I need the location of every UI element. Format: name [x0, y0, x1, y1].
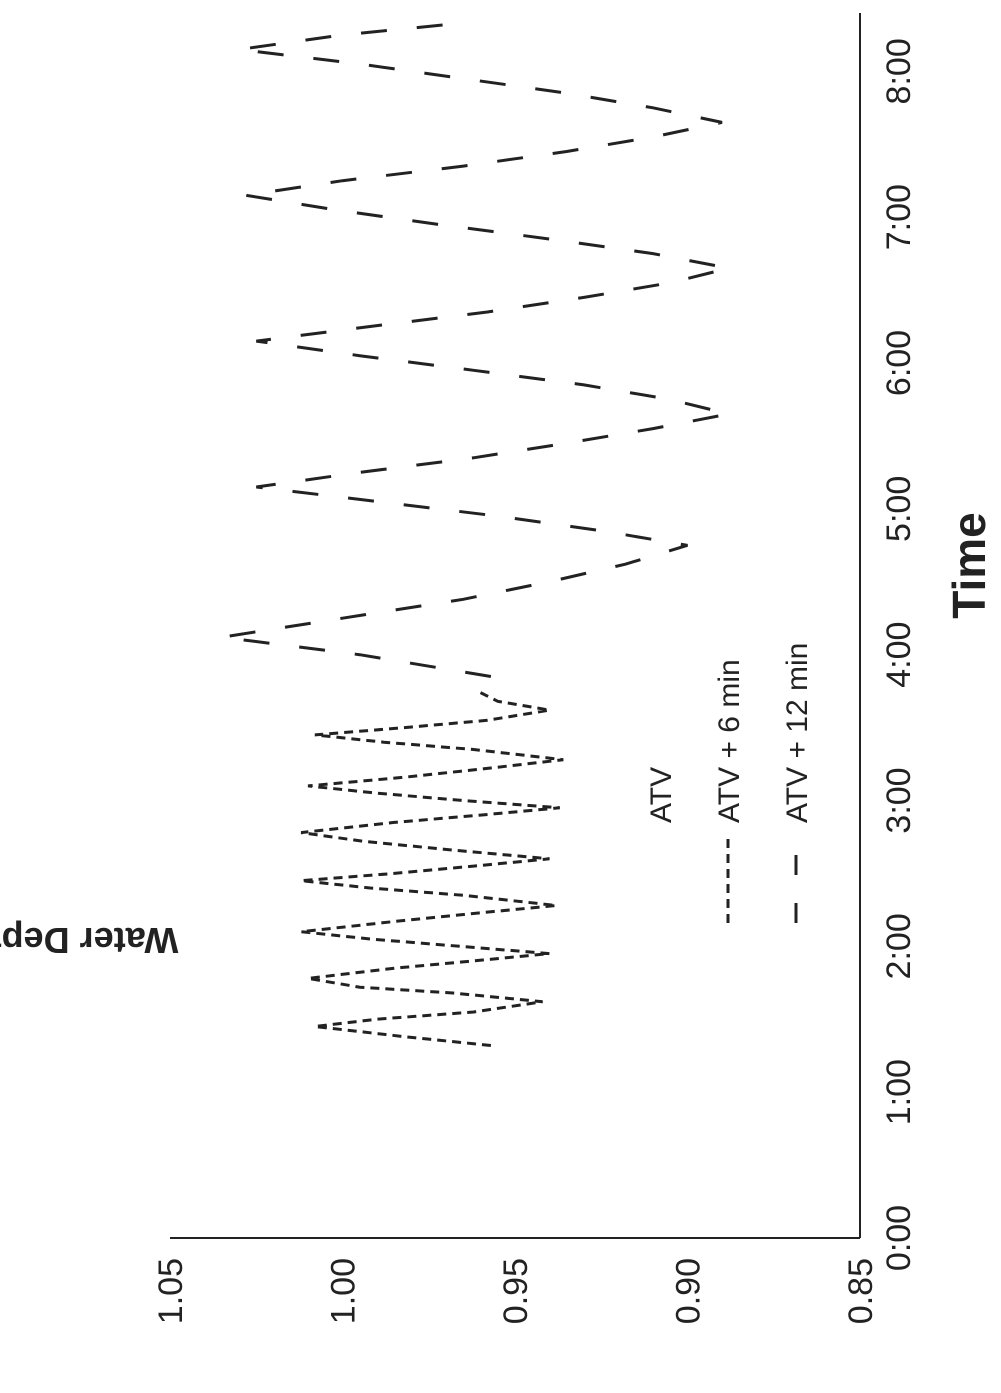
legend: ATV ATV + 6 min ATV + 12 min	[645, 643, 814, 923]
legend-label: ATV	[645, 767, 678, 823]
series-layer	[221, 23, 730, 1047]
x-tick-labels: 0:00 1:00 2:00 3:00 4:00 5:00 6:00 7:00 8:00	[880, 38, 918, 1271]
x-tick-label: 0:00	[880, 1205, 918, 1271]
x-tick-label: 4:00	[880, 622, 918, 688]
x-tick-label: 6:00	[880, 330, 918, 396]
legend-label: ATV + 12 min	[781, 643, 814, 823]
y-tick-labels: 0.85 0.90 0.95 1.00 1.05	[152, 1258, 880, 1324]
x-tick-label: 3:00	[880, 767, 918, 833]
y-axis-title: Water Depth (m)	[0, 920, 178, 961]
x-tick-label: 7:00	[880, 184, 918, 250]
legend-label: ATV + 6 min	[713, 659, 746, 823]
series-line-1	[221, 23, 730, 678]
y-tick-label: 1.00	[325, 1258, 363, 1324]
series-line-0	[300, 691, 564, 1047]
x-axis-title: Time	[943, 512, 995, 619]
y-tick-label: 0.90	[670, 1258, 708, 1324]
x-tick-label: 5:00	[880, 476, 918, 542]
x-tick-label: 1:00	[880, 1059, 918, 1125]
x-tick-label: 2:00	[880, 913, 918, 979]
y-tick-label: 0.85	[842, 1258, 880, 1324]
axes	[170, 13, 861, 1239]
y-tick-label: 0.95	[497, 1258, 535, 1324]
y-tick-label: 1.05	[152, 1258, 190, 1324]
x-tick-label: 8:00	[880, 38, 918, 104]
